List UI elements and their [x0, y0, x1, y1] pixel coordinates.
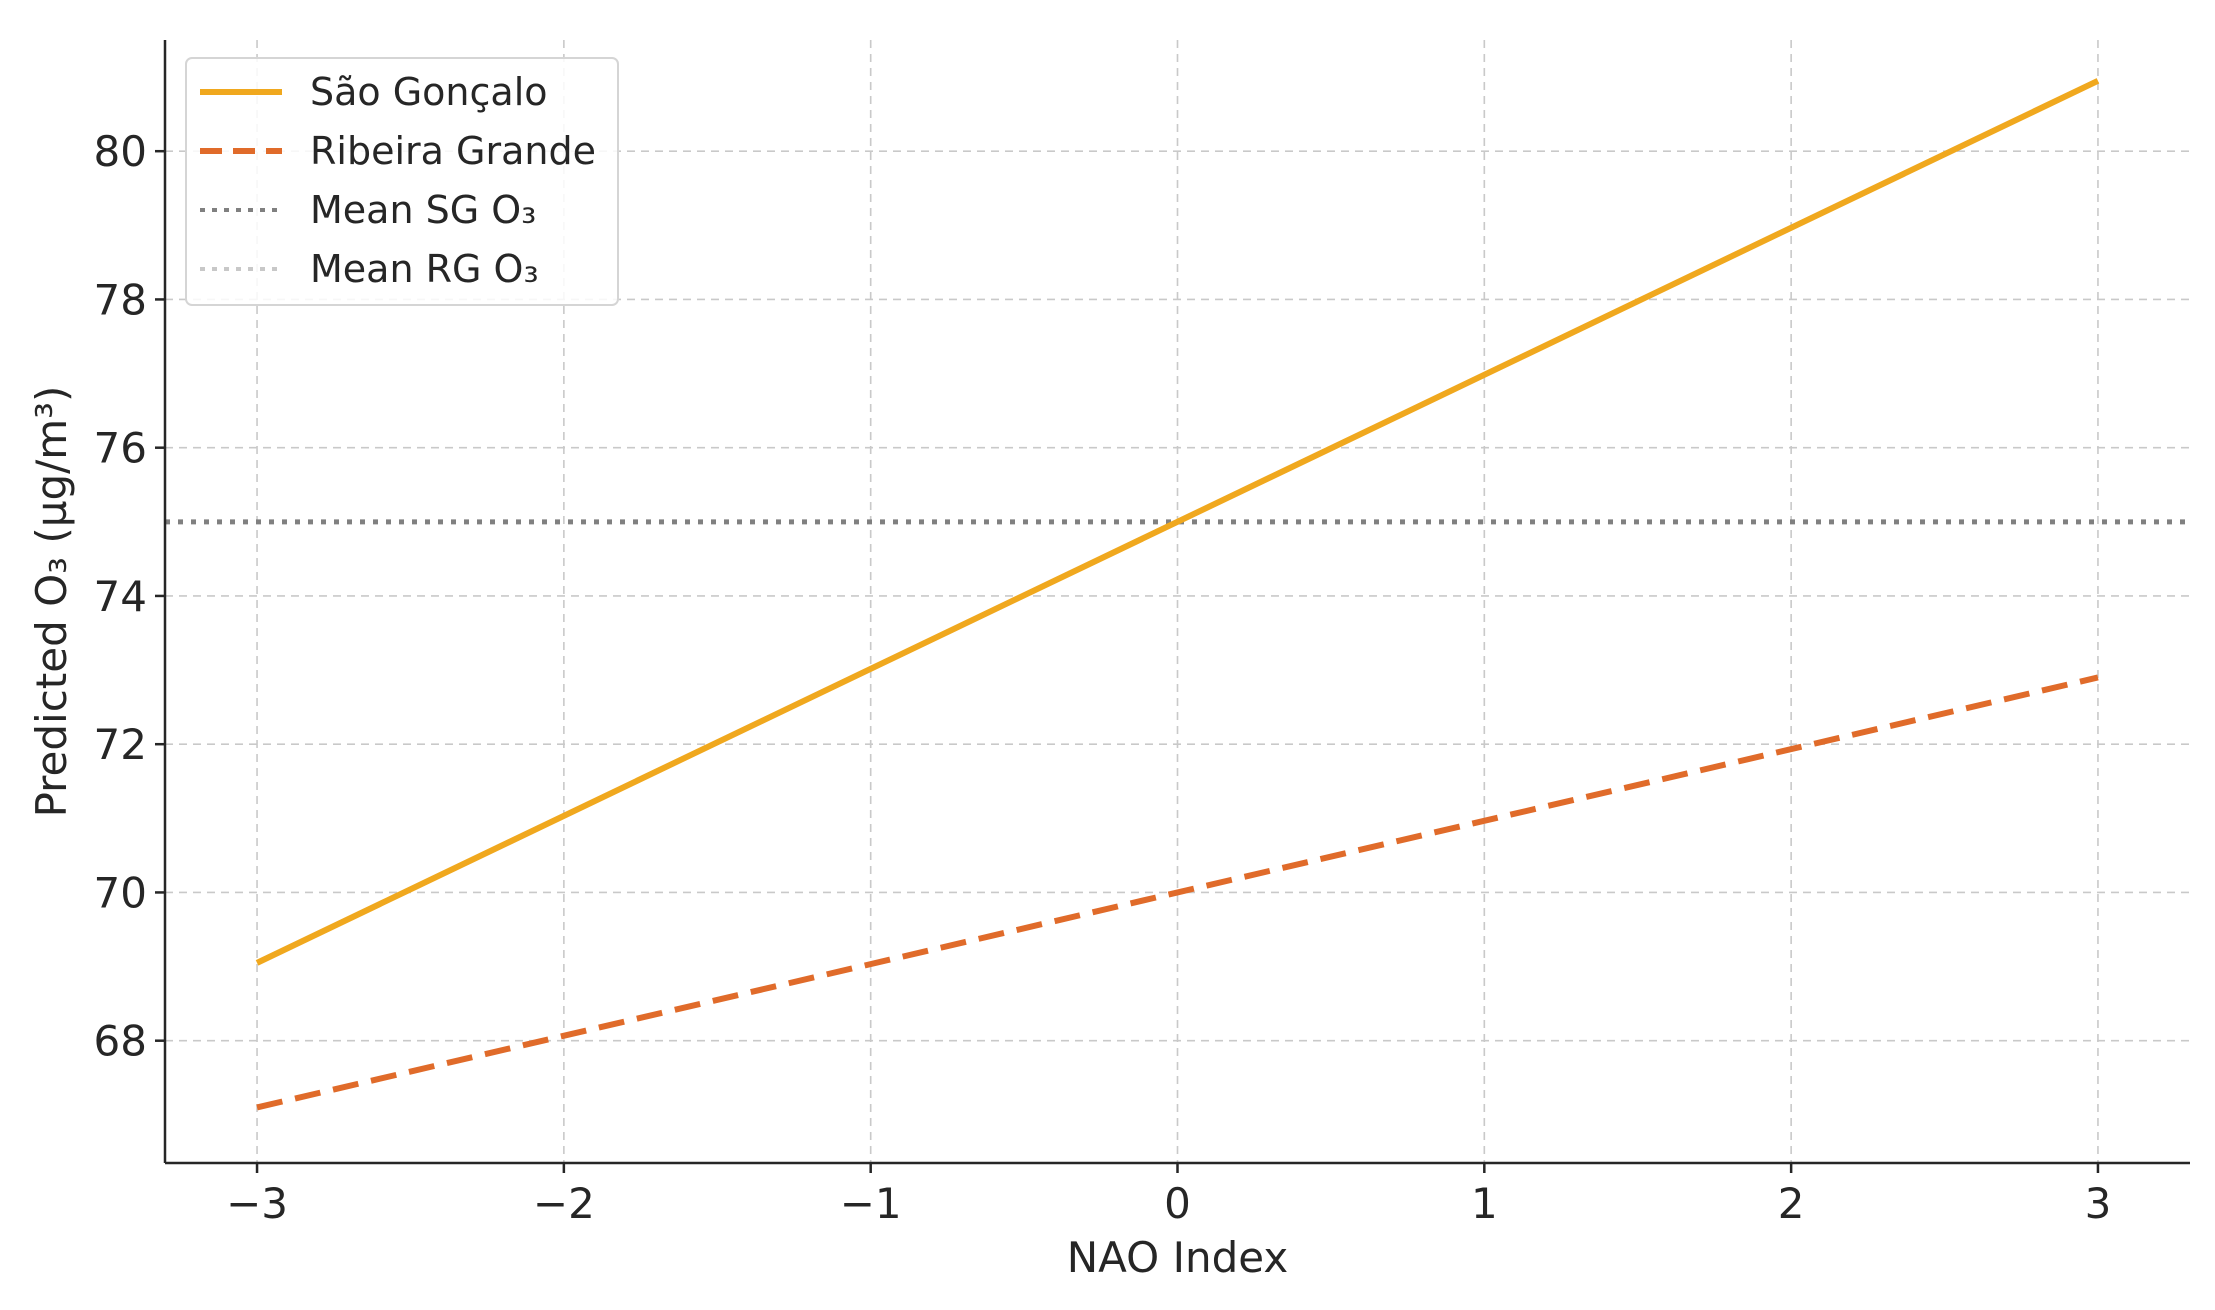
legend-label-3: Mean RG O₃ — [310, 247, 539, 291]
y-tick-label-1: 70 — [94, 868, 147, 917]
y-axis-label: Predicted O₃ (µg/m³) — [27, 386, 76, 818]
series-lines — [255, 78, 2100, 1111]
legend-label-2: Mean SG O₃ — [310, 188, 536, 232]
x-tick-label-5: 2 — [1778, 1179, 1805, 1228]
y-tick-label-4: 76 — [94, 424, 147, 473]
y-tick-label-5: 78 — [94, 275, 147, 324]
legend-label-1: Ribeira Grande — [310, 129, 596, 173]
x-tick-label-6: 3 — [2085, 1179, 2112, 1228]
y-tick-label-2: 72 — [94, 720, 147, 769]
x-tick-label-0: −3 — [226, 1179, 288, 1228]
x-tick-label-2: −1 — [840, 1179, 902, 1228]
y-tick-label-0: 68 — [94, 1017, 147, 1066]
x-tick-label-3: 0 — [1164, 1179, 1191, 1228]
x-axis-label: NAO Index — [1067, 1233, 1288, 1282]
series-line-1 — [256, 674, 2099, 1111]
x-tick-label-1: −2 — [533, 1179, 595, 1228]
y-tick-label-6: 80 — [94, 127, 147, 176]
legend-box — [185, 57, 619, 306]
x-tick-label-4: 1 — [1471, 1179, 1498, 1228]
series-line-0 — [255, 78, 2100, 966]
legend-label-0: São Gonçalo — [310, 70, 548, 114]
tick-labels: −3 −2 −1 0 1 2 3 68 70 72 74 76 78 80 — [94, 127, 2112, 1228]
y-tick-label-3: 74 — [94, 572, 147, 621]
legend: São Gonçalo Ribeira Grande Mean SG O₃ Mean … — [185, 57, 619, 306]
